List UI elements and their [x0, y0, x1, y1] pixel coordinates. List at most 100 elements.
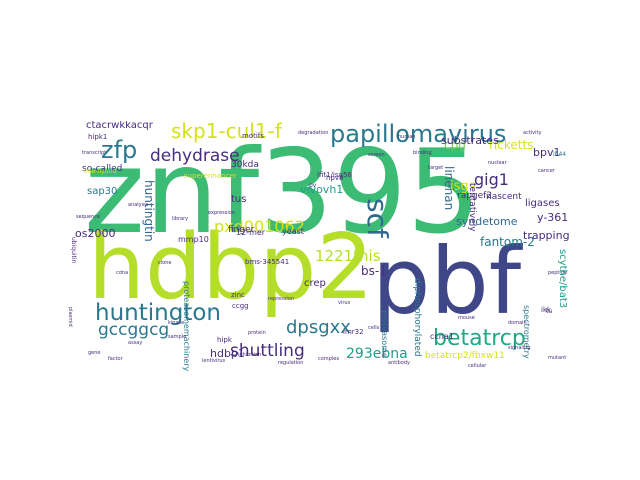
- word-ifit1-isg56: ifit1/isg56: [317, 171, 352, 179]
- word-motifs: motifs: [242, 132, 264, 140]
- word-znf395: znf395: [84, 125, 481, 260]
- word-pbf: pbf: [372, 228, 522, 335]
- word-antibody: antibody: [388, 360, 410, 366]
- word-betatrcp: betatrcp: [433, 326, 526, 351]
- word-activity: activity: [523, 130, 542, 136]
- word-complex: complex: [318, 356, 340, 362]
- word-peptide: peptide: [548, 270, 568, 276]
- word-one-hybrid: one-hybrid: [84, 168, 117, 175]
- word-os2000: os2000: [75, 227, 116, 240]
- word-proteasomemachinery: proteasomemachinery: [182, 281, 191, 372]
- word-superenhancer: superenhancer: [184, 172, 237, 180]
- word-repression: repression: [268, 296, 295, 302]
- word-rapgef2: rapgef2: [457, 191, 493, 201]
- word-degradation: degradation: [298, 130, 329, 136]
- word-huntingtin: huntingtin: [142, 180, 156, 242]
- word-yeast: yeast: [282, 227, 304, 236]
- word-12-mer: 12-mer: [236, 228, 266, 237]
- word-ligases: ligases: [525, 198, 560, 209]
- word-binding: binding: [413, 150, 432, 156]
- word-shuttling: shuttling: [230, 341, 305, 361]
- word-cells: cells: [368, 325, 380, 331]
- word-so-called: so-called: [82, 164, 123, 174]
- word-cpg: cpg: [444, 138, 466, 152]
- word-tu: tu: [546, 308, 553, 315]
- word-ctacrwkkacqr: ctacrwkkacqr: [86, 121, 153, 131]
- word-cdna: cdna: [116, 270, 129, 276]
- word-sample: sample: [168, 334, 187, 340]
- word-finger: finger: [228, 225, 255, 235]
- word-zinc: zinc: [231, 291, 245, 299]
- word-signaling: signaling: [508, 345, 531, 351]
- word-mutant: mutant: [548, 355, 567, 361]
- word-virus: virus: [338, 300, 351, 306]
- word-cancer: cancer: [538, 168, 555, 174]
- word-bs-1: bs-1: [361, 264, 387, 278]
- word-vivovh1: vivovh1: [300, 183, 344, 196]
- word-clone: clone: [158, 260, 172, 266]
- word-betatrcp2-fbxw11: betatrcp2/fbxw11: [425, 351, 505, 361]
- word-crep: crep: [304, 278, 326, 289]
- word-293ebna: 293ebna: [346, 346, 408, 362]
- word-trapping: trapping: [523, 229, 570, 242]
- word-fantom-2: fantom-2: [480, 235, 535, 249]
- word-target: target: [428, 165, 444, 171]
- word-ccna1: ccna1: [430, 332, 454, 341]
- word-skp1-cul1-f: skp1-cul1-f: [171, 121, 282, 143]
- word-human: human: [398, 134, 416, 140]
- word-library: library: [172, 216, 189, 222]
- word-expression: expression: [208, 210, 235, 216]
- word-gccggcg: gccggcg: [98, 320, 170, 340]
- word-proteasome: proteasome: [380, 310, 389, 358]
- word-regulation: regulation: [278, 360, 304, 366]
- word-isgs: isgs: [450, 179, 476, 194]
- word-hipk: hipk: [217, 336, 232, 344]
- word-sequence: sequence: [76, 214, 101, 220]
- word-analysis: analysis: [128, 202, 149, 208]
- word-protein: protein: [248, 330, 266, 336]
- word-bms-345541: bms-345541: [245, 258, 290, 266]
- word-domain: domain: [508, 320, 527, 326]
- word-huntington: huntington: [95, 300, 221, 326]
- word-zfp: zfp: [101, 136, 138, 164]
- word-diphosphorylated: diphosphorylated: [412, 278, 422, 357]
- word-sap30: sap30: [87, 186, 118, 197]
- word-ricketts: ricketts: [489, 138, 534, 152]
- word-cloud: znf395 hdbp2 pbf scf papillomavirus skp1…: [68, 121, 572, 374]
- word-screen: screen: [368, 152, 385, 158]
- word-lentivirus: lentivirus: [202, 358, 226, 364]
- word-scythe-bat3: scythe/bat3: [557, 249, 568, 309]
- word-assay: assay: [128, 340, 143, 346]
- word-dpsgxx: dpsgxx: [286, 317, 351, 338]
- word-plasmid: plasmid: [68, 307, 73, 327]
- word-30kda: 30kda: [231, 160, 259, 170]
- word-scf: scf: [361, 198, 394, 238]
- word-gig1: gig1: [474, 170, 509, 189]
- word-transcript: transcript: [82, 150, 107, 156]
- word-bpv1: bpv1: [533, 146, 561, 159]
- word-nuclear: nuclear: [488, 160, 507, 166]
- word-cellular: cellular: [468, 363, 487, 369]
- word-pv: pv: [309, 182, 317, 189]
- word-hipk1: hipk1: [88, 133, 108, 141]
- word-ifi44: ifi44: [553, 151, 567, 158]
- word-dehydrase: dehydrase: [150, 146, 240, 166]
- word-inhibition: inhibition: [238, 352, 262, 358]
- word-1221this: 1221this: [315, 247, 381, 265]
- word-factor: factor: [108, 356, 123, 362]
- word-mmp10: mmp10: [178, 235, 209, 244]
- word-syndetome: syndetome: [456, 215, 518, 228]
- word-tus: tus: [231, 194, 247, 205]
- word-ikk: ikk: [541, 306, 552, 314]
- word-hdbp1: hdbp1: [210, 347, 245, 360]
- word-hpv8: hpv8: [326, 174, 344, 182]
- word-imr32: imr32: [343, 328, 364, 336]
- word-tentatively: tentatively: [467, 183, 477, 232]
- word-y-361: y-361: [537, 211, 569, 224]
- word-nascent: nascent: [486, 192, 522, 202]
- word-gene: gene: [88, 350, 101, 356]
- word-papillomavirus: papillomavirus: [330, 121, 507, 148]
- word-pxd001062: pxd001062: [214, 217, 305, 236]
- word-substrates: substrates: [441, 134, 499, 147]
- word-hdbp2: hdbp2: [88, 215, 374, 320]
